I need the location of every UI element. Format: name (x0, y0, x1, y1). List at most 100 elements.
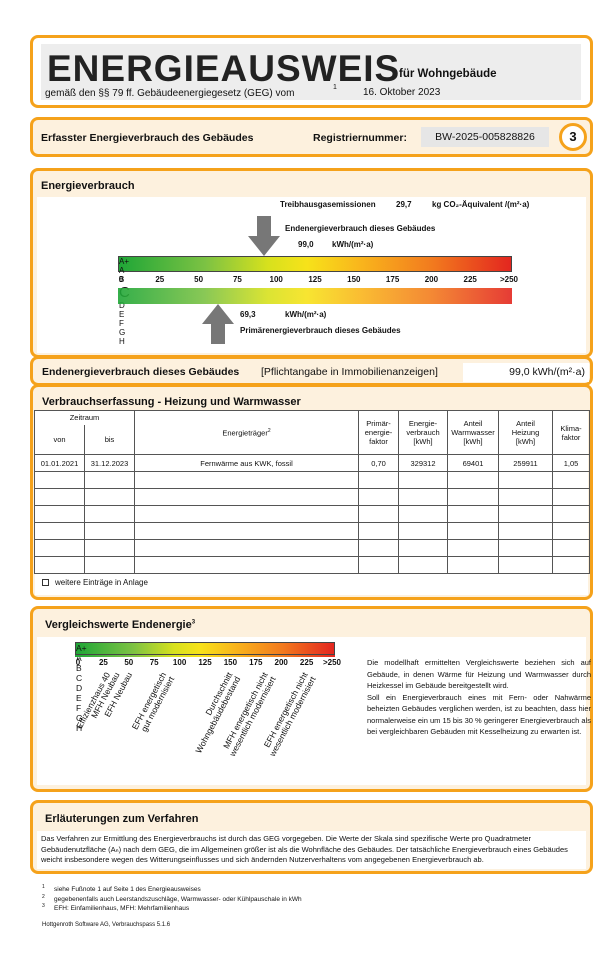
class-label: G (119, 328, 126, 337)
mandatory-label: Endenergieverbrauch dieses Gebäudes (42, 366, 240, 378)
cell: 31.12.2023 (84, 454, 135, 472)
tick-row: 0 25 50 75 100 125 150 175 200 225 >250 (0, 658, 611, 668)
comparison-box: Vergleichswerte Endenergie3 (30, 606, 593, 792)
scale-bar (118, 288, 512, 304)
ghg-label: Treibhausgasemissionen (280, 200, 376, 209)
th-carrier-text: Energieträger (222, 428, 268, 438)
footnote-text: gegebenenfalls auch Leerstandszuschläge,… (54, 895, 302, 903)
arrow-up (202, 304, 234, 344)
tick-label: 200 (424, 275, 439, 284)
tick-label: 125 (198, 658, 212, 667)
scale-bar (75, 655, 335, 657)
class-label: F (119, 319, 124, 328)
class-label: E (76, 693, 82, 703)
arrow-down (248, 216, 280, 256)
class-label: D (76, 683, 83, 693)
explanation-panel (37, 831, 586, 869)
section-title: Energieverbrauch (41, 180, 135, 192)
class-label: A (76, 653, 82, 663)
cell: 1,05 (552, 454, 590, 472)
cell: Fernwärme aus KWK, fossil (134, 454, 359, 472)
section-title: Vergleichswerte Endenergie3 (45, 619, 195, 631)
title-ref: 3 (191, 619, 196, 626)
cell: 0,70 (358, 454, 399, 472)
primary-value: 69,3 (240, 310, 256, 319)
software: Hottgenroth Software AG, Verbrauchspass … (42, 922, 171, 928)
footnote-ref: 1 (333, 84, 337, 91)
title-text: Vergleichswerte Endenergie (45, 619, 192, 631)
more-entries: weitere Einträge in Anlage (55, 578, 148, 587)
class-label: H (76, 723, 83, 733)
footnote-text: EFH: Einfamilienhaus, MFH: Mehrfamilienh… (54, 905, 190, 912)
tick-label: 0 (75, 658, 81, 667)
th: Klima- faktor (552, 410, 590, 455)
tick-label: 175 (385, 275, 400, 284)
cell: 329312 (398, 454, 448, 472)
consumption-panel (37, 197, 586, 353)
footnote-text: siehe Fußnote 1 auf Seite 1 des Energiea… (54, 886, 201, 893)
title: ENERGIEAUSWEIS (47, 48, 401, 89)
mandatory-box: Endenergieverbrauch dieses Gebäudes [Pfl… (30, 356, 593, 386)
checkbox (42, 579, 49, 586)
mandatory-value: 99,0 kWh/(m²·a) (463, 363, 589, 382)
paragraph: Die modellhaft ermittelten Vergleichswer… (367, 658, 591, 690)
subtitle: für Wohngebäude (399, 68, 497, 80)
class-label: F (76, 703, 82, 713)
final-unit: kWh/(m²·a) (332, 240, 374, 249)
paragraph: Soll ein Energieverbrauch eines mit Fern… (367, 692, 591, 737)
final-value: 99,0 (298, 240, 314, 249)
class-label: G (76, 713, 83, 723)
tick-label: 150 (347, 275, 361, 284)
class-label: A+ (119, 257, 130, 266)
class-label: H (119, 337, 125, 346)
class-label: A (119, 266, 125, 275)
tick-label: >250 (499, 275, 519, 284)
rows: 01.01.2021 31.12.2023 Fernwärme aus KWK, f… (34, 454, 590, 472)
explanation-text: Das Verfahren zur Ermittlung des Energie… (41, 834, 568, 864)
comparison-panel (37, 637, 586, 785)
ghg-value: 29,7 (396, 200, 412, 209)
ghg-unit: kg CO₂-Äquivalent /(m²·a) (432, 200, 530, 209)
th: Energie- verbrauch [kWh] (398, 410, 448, 455)
tick-label: 0 (118, 275, 124, 284)
tick-label: 225 (463, 275, 477, 284)
footnote-ref: 2 (42, 893, 45, 900)
th-carrier: Energieträger2 (134, 410, 359, 455)
class-label: B (76, 663, 82, 673)
footnotes: 1 siehe Fußnote 1 auf Seite 1 des Energie… (42, 884, 582, 914)
th-to: bis (84, 424, 135, 455)
footnote: 1 siehe Fußnote 1 auf Seite 1 des Energie… (42, 884, 582, 895)
primary-label: Primärenergieverbrauch dieses Gebäudes (240, 326, 401, 335)
recording-table: Zeitraum Energieträger2 Primär- energie-… (34, 410, 590, 574)
tick-label: >250 (322, 658, 342, 667)
tick-label: 75 (149, 658, 159, 667)
summary-box: Erfasster Energieverbrauch des Gebäudes … (30, 117, 593, 157)
th-period: Zeitraum (34, 410, 135, 425)
section-title: Erläuterungen zum Verfahren (45, 813, 199, 825)
mandatory-note: [Pflichtangabe in Immobilienanzeigen] (261, 366, 438, 378)
tick-label: 100 (269, 275, 283, 284)
th: Anteil Heizung [kWh] (498, 410, 553, 455)
reg-label: Registriernummer: (313, 132, 407, 144)
reg-number: BW-2025-005828826 (421, 127, 549, 147)
class-label: B (119, 275, 125, 284)
tick-label: 200 (274, 658, 288, 667)
cell: 259911 (498, 454, 553, 472)
class-label: E (119, 310, 125, 319)
comparison-text: Die modellhaft ermittelten Vergleichswer… (367, 657, 591, 738)
date: 16. Oktober 2023 (363, 87, 441, 98)
explanation-box: Erläuterungen zum Verfahren Das Verfahre… (30, 800, 593, 874)
th-from: von (34, 424, 85, 455)
tick-label: 100 (172, 658, 187, 667)
class-label: C (76, 673, 83, 683)
footnote-ref: 3 (42, 903, 45, 909)
summary-label: Erfasster Energieverbrauch des Gebäudes (41, 132, 254, 144)
th: Anteil Warmwasser [kWh] (447, 410, 499, 455)
footnote-ref: 1 (42, 884, 45, 890)
tick-label: 150 (223, 658, 238, 667)
tick-label: 75 (232, 275, 242, 284)
section-title: Verbrauchserfassung - Heizung und Warmwa… (42, 396, 301, 408)
class-label: A+ (76, 643, 87, 653)
